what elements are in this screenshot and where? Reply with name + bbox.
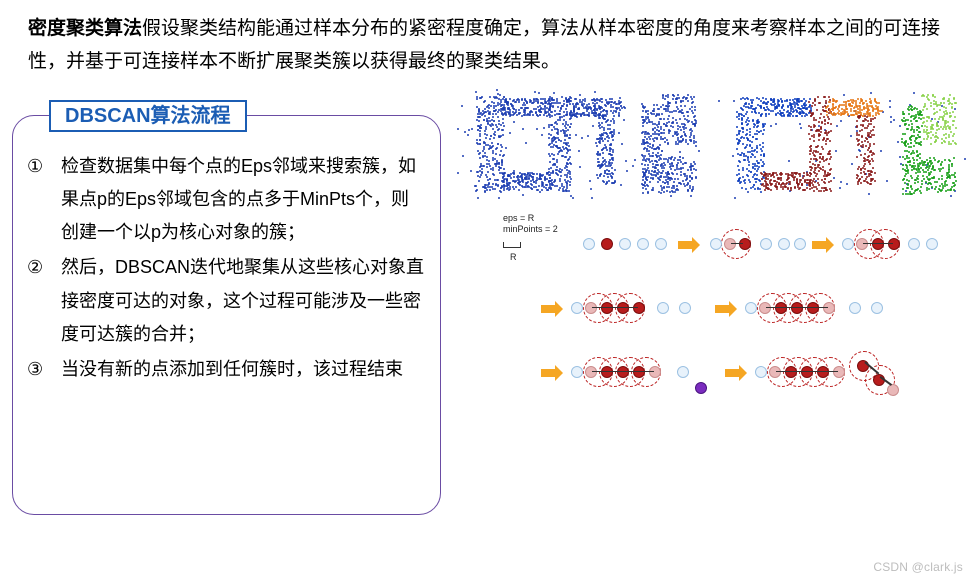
list-item: ① 检查数据集中每个点的Eps邻域来搜索簇，如果点p的Eps邻域包含的点多于Mi… <box>27 150 424 250</box>
scatter-right <box>715 89 965 204</box>
intro-term: 密度聚类算法 <box>28 18 142 39</box>
algorithm-title: DBSCAN算法流程 <box>49 100 247 132</box>
step-cell <box>577 216 672 274</box>
step-cell <box>706 216 806 274</box>
step-text: 检查数据集中每个点的Eps邻域来搜索簇，如果点p的Eps邻域包含的点多于MinP… <box>61 150 424 250</box>
step-number: ③ <box>27 353 61 386</box>
intro-body: 假设聚类结构能通过样本分布的紧密程度确定，算法从样本密度的角度来考察样本之间的可… <box>28 18 940 72</box>
scatter-row <box>447 85 969 204</box>
step-cell <box>743 280 903 338</box>
step-cell <box>840 216 950 274</box>
step-number: ① <box>27 150 61 250</box>
step-row <box>491 341 961 405</box>
scatter-left <box>455 89 705 204</box>
intro-paragraph: 密度聚类算法假设聚类结构能通过样本分布的紧密程度确定，算法从样本密度的角度来考察… <box>0 0 979 85</box>
content-row: DBSCAN算法流程 ① 检查数据集中每个点的Eps邻域来搜索簇，如果点p的Ep… <box>0 85 979 525</box>
arrow-icon <box>715 301 737 317</box>
algorithm-steps: ① 检查数据集中每个点的Eps邻域来搜索簇，如果点p的Eps邻域包含的点多于Mi… <box>27 150 424 387</box>
arrow-icon <box>541 365 563 381</box>
arrow-icon <box>541 301 563 317</box>
arrow-icon <box>812 237 834 253</box>
algorithm-box: DBSCAN算法流程 ① 检查数据集中每个点的Eps邻域来搜索簇，如果点p的Ep… <box>12 115 441 515</box>
step-number: ② <box>27 251 61 351</box>
arrow-icon <box>678 237 700 253</box>
step-grid <box>491 213 961 405</box>
step-cell <box>569 280 709 338</box>
diagram-area: eps = R minPoints = 2 R <box>447 85 969 525</box>
step-row <box>491 213 961 277</box>
step-text: 然后，DBSCAN迭代地聚集从这些核心对象直接密度可达的对象，这个过程可能涉及一… <box>61 251 424 351</box>
list-item: ③ 当没有新的点添加到任何簇时，该过程结束 <box>27 353 424 386</box>
arrow-icon <box>725 365 747 381</box>
step-cell <box>569 344 719 402</box>
watermark: CSDN @clark.js <box>873 560 963 574</box>
step-row <box>491 277 961 341</box>
list-item: ② 然后，DBSCAN迭代地聚集从这些核心对象直接密度可达的对象，这个过程可能涉… <box>27 251 424 351</box>
step-text: 当没有新的点添加到任何簇时，该过程结束 <box>61 353 424 386</box>
step-cell <box>753 344 923 402</box>
